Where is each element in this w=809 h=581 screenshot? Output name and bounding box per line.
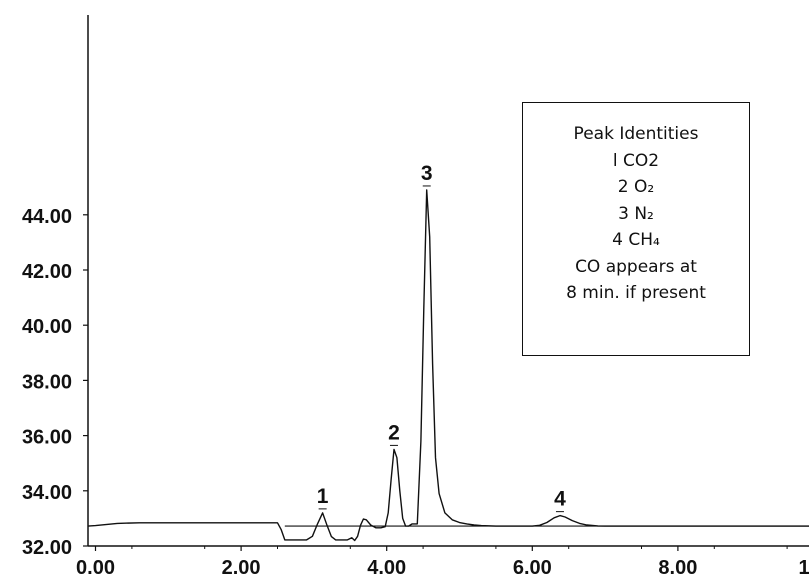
legend-line-4: 4 CH₄ bbox=[612, 230, 660, 250]
x-tick-label: 8.00 bbox=[658, 557, 697, 579]
y-tick-label: 38.00 bbox=[22, 371, 72, 393]
peak-labels: 1 2 3 4 bbox=[317, 162, 566, 513]
legend-line-2: 2 O₂ bbox=[617, 177, 655, 197]
series-line-1 bbox=[87, 189, 809, 542]
x-tick-label: 10.00 bbox=[798, 557, 809, 579]
y-tick-label: 42.00 bbox=[22, 261, 72, 283]
x-tick-label: 6.00 bbox=[513, 557, 552, 579]
legend-line-5: CO appears at bbox=[575, 256, 697, 277]
y-tick-label: 36.00 bbox=[22, 427, 72, 449]
y-tick-label: 44.00 bbox=[22, 206, 72, 228]
legend-line-6: 8 min. if present bbox=[566, 283, 706, 303]
axes bbox=[87, 15, 809, 547]
legend-line-1: l CO2 bbox=[612, 150, 660, 171]
x-tick-label: 2.00 bbox=[222, 557, 261, 579]
peak-label-2: 2 bbox=[388, 421, 400, 444]
y-tick-label: 32.00 bbox=[22, 537, 72, 559]
y-tick-label: 34.00 bbox=[22, 482, 72, 504]
legend-title: Peak Identities bbox=[573, 124, 699, 144]
peak-label-4: 4 bbox=[554, 488, 566, 511]
x-tick-label: 4.00 bbox=[367, 557, 406, 579]
legend-line-3: 3 N₂ bbox=[618, 203, 654, 224]
peak-label-3: 3 bbox=[421, 162, 433, 185]
x-tick-label: 0.00 bbox=[76, 557, 115, 579]
legend-box: Peak Identities l CO2 2 O₂ 3 N₂ 4 CH₄ CO… bbox=[522, 102, 750, 356]
y-tick-label: 40.00 bbox=[22, 316, 72, 338]
peak-label-1: 1 bbox=[317, 485, 329, 508]
series-group bbox=[87, 189, 809, 542]
